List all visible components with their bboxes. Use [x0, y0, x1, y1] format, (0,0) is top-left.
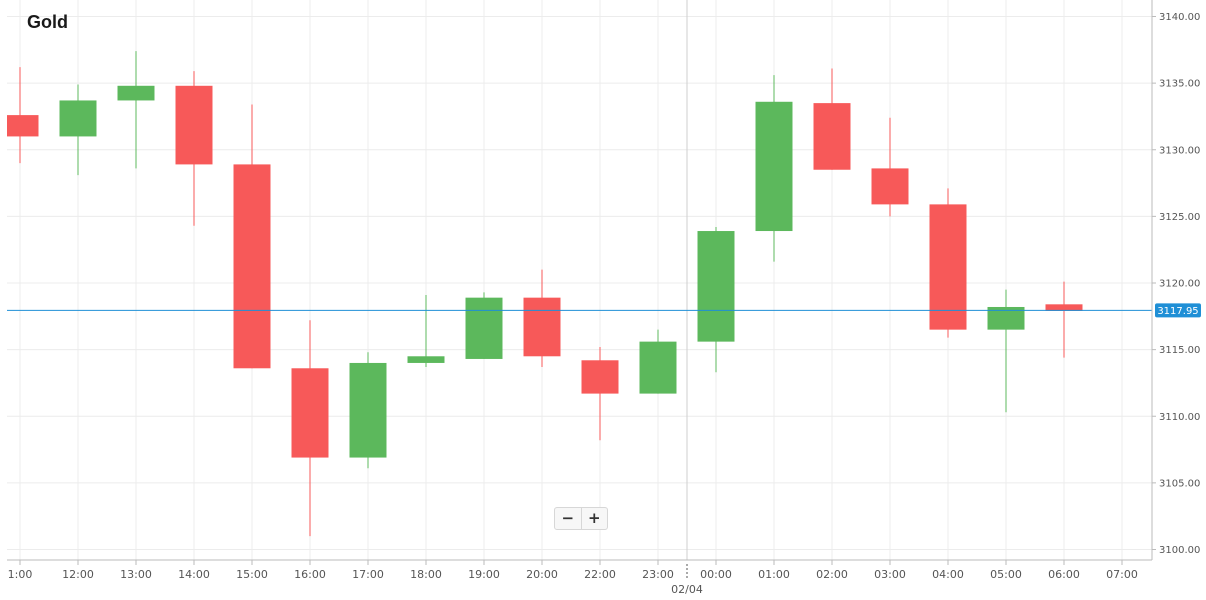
current-price: 3117.95 [7, 303, 1201, 318]
x-tick-label: 17:00 [352, 568, 384, 581]
x-tick-label: 1:00 [8, 568, 33, 581]
x-tick-label: 00:00 [700, 568, 732, 581]
current-price-badge [1155, 303, 1201, 318]
x-tick-label: 16:00 [294, 568, 326, 581]
candle-body [117, 85, 155, 101]
candle-down [523, 269, 561, 367]
x-tick-label: 12:00 [62, 568, 94, 581]
candle-body [639, 341, 677, 394]
candle-up [407, 294, 445, 367]
x-tick-label: 15:00 [236, 568, 268, 581]
candle-body [233, 164, 271, 369]
candle-down [291, 320, 329, 537]
candle-up [117, 51, 155, 169]
x-tick-label: 06:00 [1048, 568, 1080, 581]
candle-body [291, 368, 329, 458]
candle-body [523, 297, 561, 357]
x-tick-label: 01:00 [758, 568, 790, 581]
candle-down [7, 67, 39, 164]
candle-up [987, 289, 1025, 413]
x-tick-label: 22:00 [584, 568, 616, 581]
candle-body [871, 168, 909, 205]
candle-down [929, 188, 967, 338]
candle-up [349, 352, 387, 469]
candle-body [175, 85, 213, 165]
candle-up [755, 75, 793, 262]
x-tick-label: 07:00 [1106, 568, 1138, 581]
y-tick-label: 3140.00 [1159, 12, 1200, 23]
candle-up [639, 329, 677, 394]
y-tick-label: 3110.00 [1159, 412, 1200, 423]
candle-body [465, 297, 503, 359]
candle-body [987, 306, 1025, 330]
y-tick-label: 3125.00 [1159, 212, 1200, 223]
candle-down [871, 117, 909, 217]
y-tick-label: 3130.00 [1159, 145, 1200, 156]
candle-down [581, 346, 619, 441]
candle-body [929, 204, 967, 330]
x-tick-label: 04:00 [932, 568, 964, 581]
candle-body [59, 100, 97, 137]
y-tick-label: 3100.00 [1159, 545, 1200, 556]
candle-body [813, 103, 851, 170]
candle-body [697, 231, 735, 342]
candle-body [7, 115, 39, 137]
y-tick-label: 3115.00 [1159, 345, 1200, 356]
zoom-out-button[interactable]: − [555, 508, 581, 529]
x-tick-label: 18:00 [410, 568, 442, 581]
x-tick-label: 20:00 [526, 568, 558, 581]
x-tick-label: 02:00 [816, 568, 848, 581]
grid [7, 0, 1152, 560]
x-tick-label: 05:00 [990, 568, 1022, 581]
candle-down [1045, 281, 1083, 358]
x-tick-label: 03:00 [874, 568, 906, 581]
x-tick-label: 13:00 [120, 568, 152, 581]
x-tick-label: 23:00 [642, 568, 674, 581]
x-tick-label: 19:00 [468, 568, 500, 581]
candle-body [1045, 304, 1083, 311]
zoom-control: − + [554, 507, 608, 530]
y-tick-label: 3135.00 [1159, 79, 1200, 90]
candle-down [813, 68, 851, 170]
zoom-divider [580, 508, 582, 529]
candles [7, 51, 1083, 537]
candle-body [581, 360, 619, 394]
candle-body [349, 362, 387, 458]
candle-up [697, 227, 735, 373]
candle-down [233, 104, 271, 369]
candle-body [407, 356, 445, 363]
zoom-in-button[interactable]: + [582, 508, 608, 529]
date-label: 02/04 [671, 583, 703, 596]
candle-down [175, 71, 213, 226]
current-price-label: 3117.95 [1157, 306, 1198, 317]
chart-title: Gold [27, 12, 68, 32]
candle-up [59, 84, 97, 176]
y-tick-label: 3120.00 [1159, 279, 1200, 290]
candle-up [465, 292, 503, 359]
y-tick-label: 3105.00 [1159, 478, 1200, 489]
axes: 3100.00 3105.00 3110.00 3115.00 3120.00 3125.… [7, 0, 1200, 596]
x-tick-label: 14:00 [178, 568, 210, 581]
candle-body [755, 101, 793, 232]
